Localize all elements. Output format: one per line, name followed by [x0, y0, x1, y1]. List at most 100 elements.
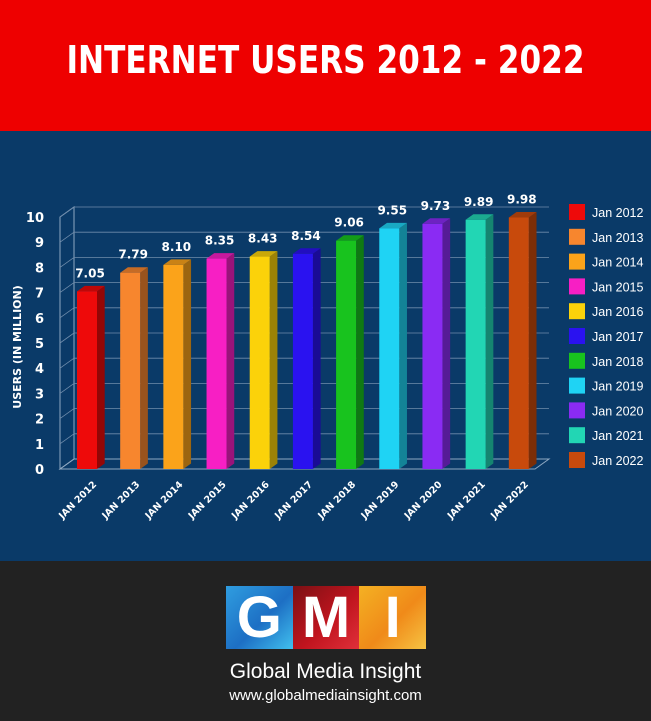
bar	[508, 217, 529, 469]
legend-swatch	[569, 427, 585, 444]
y-tick-label: 0	[35, 463, 44, 478]
bar-side	[312, 248, 321, 469]
brand-name: Global Media Insight	[229, 660, 422, 683]
legend-entry: Jan 2020	[592, 404, 643, 418]
title-banner: INTERNET USERS 2012 - 2022	[0, 0, 651, 131]
data-label: 9.89	[464, 195, 494, 209]
x-tick-label: JAN 2021	[445, 479, 488, 522]
y-tick-label: 6	[35, 312, 44, 327]
data-label: 8.43	[248, 232, 278, 246]
bar-side	[485, 214, 494, 469]
legend-entry: Jan 2015	[592, 280, 643, 294]
y-tick-label: 9	[35, 236, 44, 251]
gridline-side	[59, 282, 75, 293]
y-tick-label: 2	[35, 413, 44, 428]
legend-entry: Jan 2022	[592, 454, 643, 468]
bar	[422, 223, 443, 469]
bar-side	[356, 235, 364, 469]
bar-side	[97, 285, 105, 469]
x-tick-label: JAN 2018	[315, 479, 358, 522]
x-tick-label: JAN 2017	[272, 479, 315, 522]
legend-swatch	[569, 204, 585, 220]
legend-swatch	[569, 253, 585, 270]
bar-chart: 0 1 2 3 4 5 6 7 8 9 10 USERS (IN MILLION) 7.05 JAN 20…	[11, 193, 643, 523]
legend-swatch	[569, 402, 585, 419]
bar-top	[249, 251, 278, 257]
bar-top	[465, 214, 494, 220]
gmi-logo[interactable]: G M I	[226, 586, 427, 649]
gridline-side	[59, 408, 75, 419]
bar-side	[399, 222, 407, 469]
data-label: 9.06	[334, 216, 364, 230]
gridline-side	[59, 307, 75, 319]
gridline-side	[59, 433, 75, 445]
bar-side	[269, 251, 278, 469]
bar	[120, 272, 141, 469]
logo-letter-g: G	[226, 586, 293, 649]
data-label: 9.55	[377, 203, 407, 217]
bar-side	[183, 259, 192, 469]
data-label: 7.79	[118, 248, 148, 262]
bar	[163, 264, 184, 469]
bar	[465, 219, 486, 469]
y-tick-label: 1	[35, 438, 44, 453]
legend-entry: Jan 2014	[592, 256, 643, 270]
bar-top	[206, 253, 235, 259]
legend-swatch	[569, 303, 585, 320]
bar-side	[442, 218, 451, 469]
bar-top	[422, 218, 451, 224]
gridline-side	[59, 231, 75, 243]
x-tick-label: JAN 2014	[143, 479, 186, 522]
chart-panel	[0, 131, 651, 561]
bar-top	[292, 248, 321, 254]
gridline-side	[59, 357, 75, 369]
bar	[77, 291, 97, 469]
gridline-side	[59, 332, 75, 344]
data-label: 7.05	[75, 266, 105, 280]
bar	[336, 240, 357, 469]
x-tick-label: JAN 2022	[488, 479, 531, 522]
legend-swatch	[569, 377, 585, 394]
x-tick-label: JAN 2020	[402, 479, 445, 522]
bar-top	[336, 235, 364, 241]
bar-side	[528, 212, 537, 469]
legend-entry: Jan 2017	[592, 330, 643, 344]
bar-top	[379, 222, 407, 229]
data-label: 8.10	[162, 240, 192, 254]
bar	[249, 256, 270, 469]
bar	[379, 228, 400, 469]
bar-top	[163, 259, 192, 265]
logo-letter-m: M	[292, 586, 360, 649]
legend-swatch	[569, 352, 585, 369]
y-tick-label: 10	[26, 211, 44, 226]
website-url[interactable]: www.globalmediainsight.com	[229, 687, 422, 704]
legend-entry: Jan 2021	[592, 429, 643, 443]
legend-entry: Jan 2012	[592, 206, 643, 220]
legend-swatch	[569, 228, 585, 245]
legend-swatch	[569, 278, 585, 295]
bar-top	[508, 212, 537, 218]
data-label: 9.73	[421, 199, 451, 213]
legend-entry: Jan 2013	[592, 231, 643, 245]
data-label: 8.54	[291, 229, 321, 243]
y-tick-label: 4	[35, 362, 44, 377]
logo-letter-i: I	[359, 586, 427, 649]
y-tick-label: 3	[35, 387, 44, 402]
bar-top	[77, 285, 105, 292]
bar	[206, 258, 227, 469]
bar-side	[226, 253, 235, 469]
legend-swatch	[569, 328, 585, 344]
x-tick-label: JAN 2012	[56, 479, 99, 522]
x-tick-label: JAN 2019	[359, 479, 402, 522]
bar-top	[120, 267, 148, 273]
x-tick-label: JAN 2016	[229, 479, 272, 522]
legend-swatch	[569, 452, 585, 468]
legend-entry: Jan 2018	[592, 355, 643, 369]
legend-entry: Jan 2019	[592, 380, 643, 394]
y-tick-label: 7	[35, 287, 44, 302]
x-tick-label: JAN 2013	[99, 479, 142, 522]
legend-entry: Jan 2016	[592, 305, 643, 319]
gridline-side	[59, 206, 75, 218]
y-tick-label: 5	[35, 337, 44, 352]
gridline-side	[59, 383, 75, 394]
